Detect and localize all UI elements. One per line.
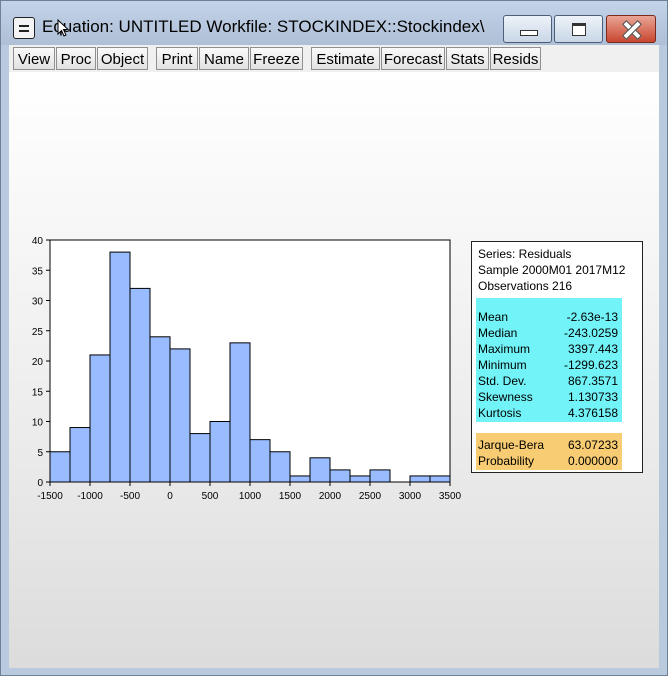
minimize-button[interactable]: [503, 15, 552, 43]
x-tick-label: 3500: [439, 491, 462, 502]
y-tick-label: 0: [37, 478, 43, 489]
freeze-button[interactable]: Freeze: [250, 47, 303, 70]
mouse-cursor-icon: [57, 19, 70, 37]
stat-row-std-dev: Std. Dev. 867.3571: [478, 374, 618, 388]
histogram-bar: [129, 287, 151, 483]
descriptive-stats-box: Series: Residuals Sample 2000M01 2017M12…: [471, 241, 643, 473]
histogram-bar: [369, 469, 391, 483]
histogram-bar: [109, 251, 131, 483]
y-tick-label: 25: [32, 327, 44, 338]
normality-test-panel: [476, 433, 622, 470]
resids-button[interactable]: Resids: [490, 47, 541, 70]
stat-row-minimum: Minimum -1299.623: [478, 358, 618, 372]
y-tick-label: 20: [32, 357, 44, 368]
y-tick-label: 35: [32, 266, 44, 277]
x-tick-label: -500: [120, 491, 140, 502]
print-button[interactable]: Print: [156, 47, 198, 70]
histogram-bar: [49, 451, 71, 483]
x-tick-label: 1500: [279, 491, 302, 502]
x-tick-label: 0: [167, 491, 173, 502]
residual-histogram: 0 5 10 15 20 25 30 35 40 -1500 -1000 -500 0 500 1000 15…: [32, 236, 462, 502]
histogram-bar: [409, 475, 431, 483]
moments-panel: [476, 298, 622, 422]
histogram-bar: [289, 475, 311, 483]
stat-row-skewness: Skewness 1.130733: [478, 390, 618, 404]
histogram-bar: [269, 451, 291, 483]
maximize-button[interactable]: [554, 15, 603, 43]
histogram-bar: [189, 433, 211, 483]
histogram-bar: [209, 421, 231, 483]
proc-button[interactable]: Proc: [56, 47, 96, 70]
object-button[interactable]: Object: [97, 47, 148, 70]
stat-row-jarque-bera: Jarque-Bera 63.07233: [478, 438, 618, 452]
forecast-button[interactable]: Forecast: [381, 47, 445, 70]
x-tick-label: 2000: [319, 491, 342, 502]
histogram-bar: [229, 342, 251, 483]
y-tick-label: 15: [32, 387, 44, 398]
window-title: Equation: UNTITLED Workfile: STOCKINDEX:…: [42, 17, 485, 36]
x-tick-label: 1000: [239, 491, 262, 502]
stats-series-label: Series: Residuals: [478, 247, 572, 261]
histogram-bar: [69, 427, 91, 483]
y-tick-label: 5: [37, 448, 43, 459]
histogram-bar: [329, 469, 351, 483]
histogram-bar: [349, 475, 371, 483]
name-button[interactable]: Name: [199, 47, 249, 70]
histogram-bar: [169, 348, 191, 483]
y-tick-label: 30: [32, 297, 44, 308]
histogram-bar: [149, 336, 171, 483]
histogram-bar: [429, 475, 451, 483]
estimate-button[interactable]: Estimate: [311, 47, 380, 70]
y-tick-label: 10: [32, 418, 44, 429]
stat-row-maximum: Maximum 3397.443: [478, 342, 618, 356]
system-menu-icon[interactable]: [13, 17, 35, 39]
view-button[interactable]: View: [13, 47, 55, 70]
stats-button[interactable]: Stats: [446, 47, 489, 70]
close-button[interactable]: [606, 15, 656, 43]
title-bar[interactable]: Equation: UNTITLED Workfile: STOCKINDEX:…: [1, 1, 667, 45]
stat-row-probability: Probability 0.000000: [478, 454, 618, 468]
y-tick-label: 40: [32, 236, 44, 247]
stats-observations-label: Observations 216: [478, 279, 573, 293]
x-tick-label: 2500: [359, 491, 382, 502]
histogram-bar: [249, 439, 271, 483]
toolbar: View Proc Object Print Name Freeze Estim…: [9, 45, 659, 72]
x-tick-label: -1000: [77, 491, 103, 502]
stat-row-median: Median -243.0259: [478, 326, 618, 340]
histogram-bar: [89, 354, 111, 483]
stats-sample-label: Sample 2000M01 2017M12: [478, 263, 626, 277]
histogram-bar: [309, 457, 331, 483]
x-tick-label: 500: [202, 491, 219, 502]
stat-row-kurtosis: Kurtosis 4.376158: [478, 406, 618, 420]
x-tick-label: -1500: [37, 491, 63, 502]
x-tick-label: 3000: [399, 491, 422, 502]
stat-row-mean: Mean -2.63e-13: [478, 310, 618, 324]
